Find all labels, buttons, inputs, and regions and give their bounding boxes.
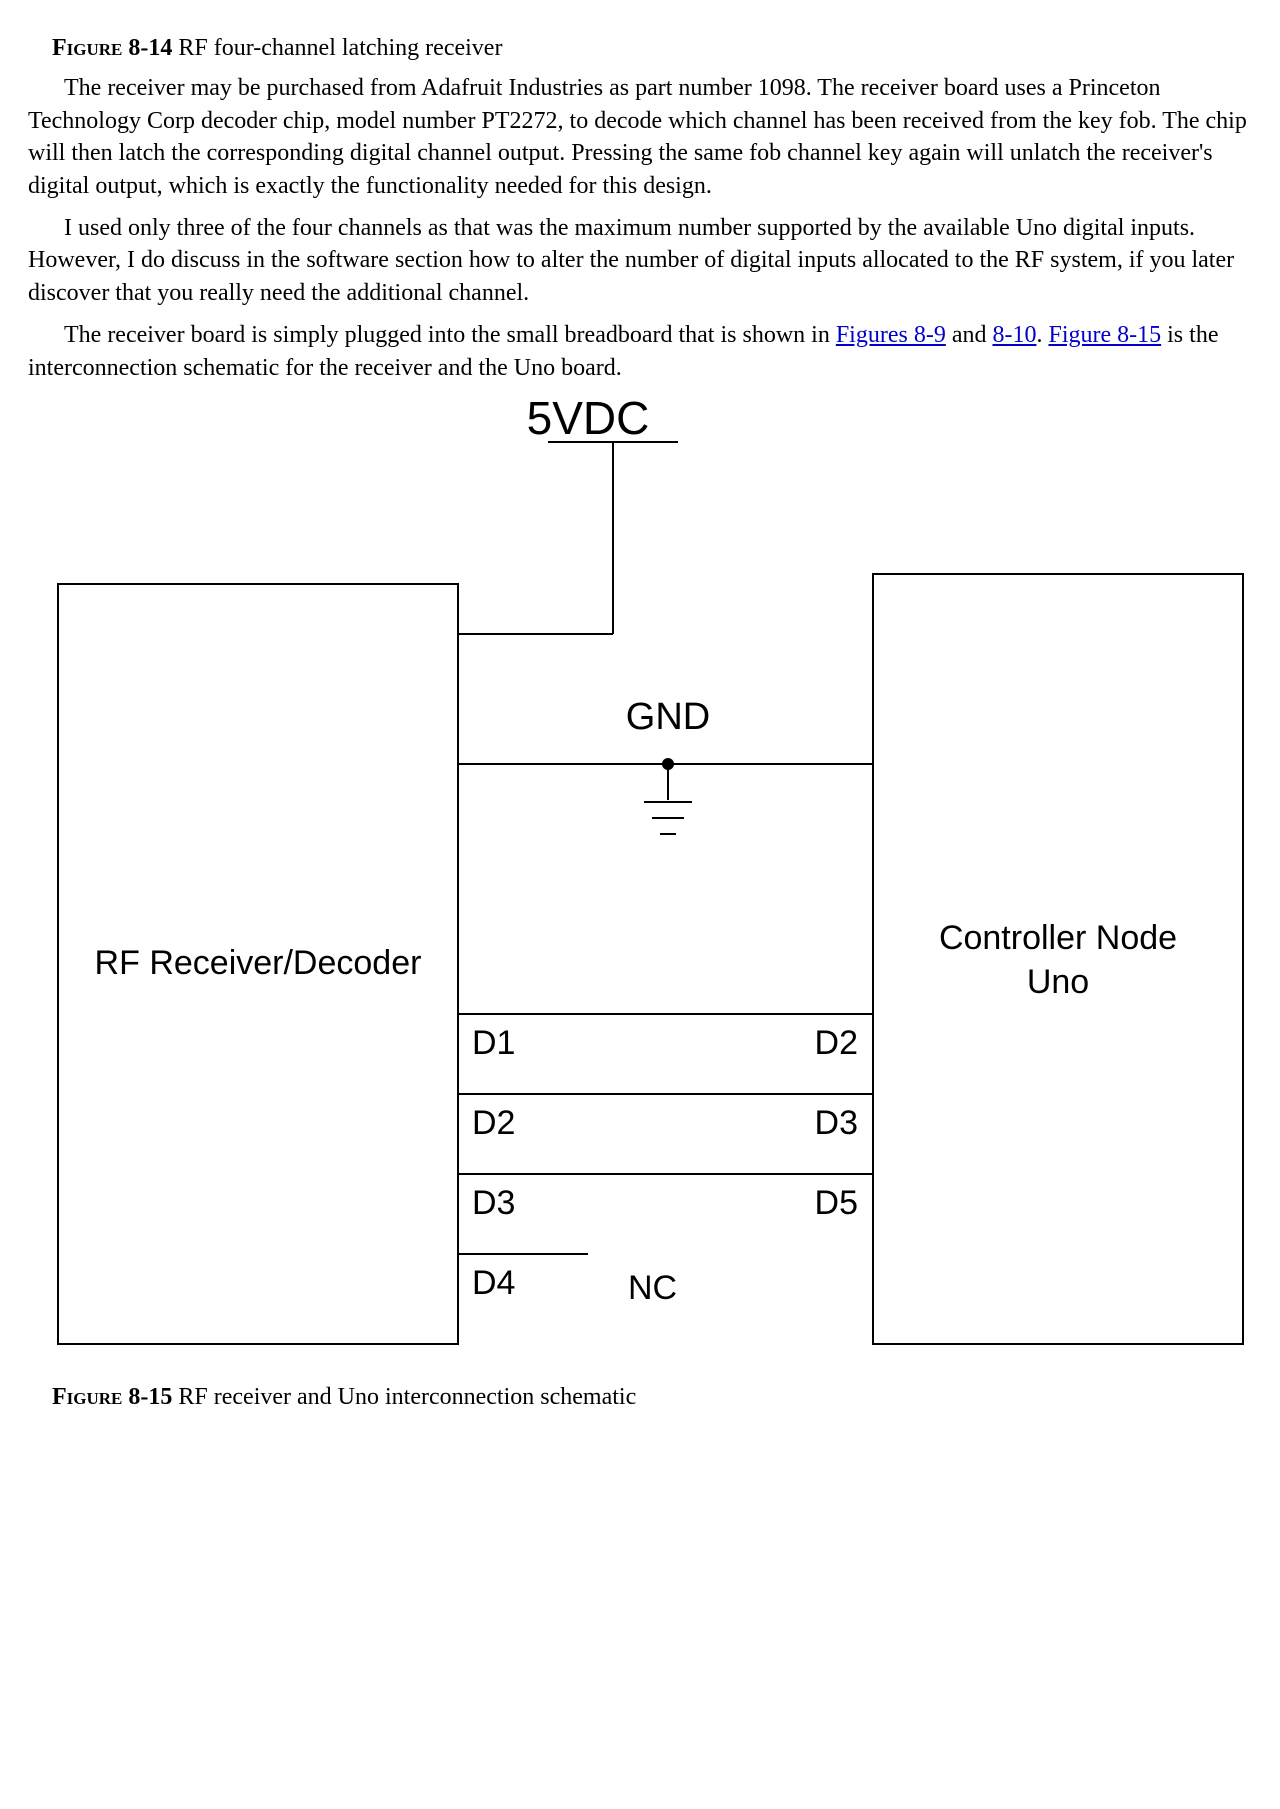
- svg-text:D2: D2: [472, 1104, 515, 1142]
- figure-8-15-title: RF receiver and Uno interconnection sche…: [178, 1384, 636, 1410]
- paragraph-2: I used only three of the four channels a…: [28, 212, 1252, 309]
- figure-8-14-caption: Figure 8-14 RF four-channel latching rec…: [52, 32, 1252, 64]
- svg-text:Controller Node: Controller Node: [939, 919, 1177, 957]
- svg-text:D1: D1: [472, 1024, 515, 1062]
- svg-text:D3: D3: [815, 1104, 858, 1142]
- figure-8-15-label: Figure 8-15: [52, 1384, 172, 1410]
- svg-text:D2: D2: [815, 1024, 858, 1062]
- figure-8-15-caption: Figure 8-15 RF receiver and Uno intercon…: [52, 1381, 1252, 1413]
- figure-8-14-title: RF four-channel latching receiver: [178, 35, 502, 61]
- svg-text:5VDC: 5VDC: [527, 394, 650, 444]
- svg-text:D3: D3: [472, 1184, 515, 1222]
- paragraph-3: The receiver board is simply plugged int…: [28, 319, 1252, 384]
- svg-text:RF Receiver/Decoder: RF Receiver/Decoder: [95, 944, 422, 982]
- svg-text:NC: NC: [628, 1269, 677, 1307]
- figure-8-14-label: Figure 8-14: [52, 35, 172, 61]
- para3-mid1: and: [946, 322, 993, 348]
- link-8-10[interactable]: 8-10: [992, 322, 1036, 348]
- link-figures-8-9[interactable]: Figures 8-9: [836, 322, 946, 348]
- para3-mid2: .: [1036, 322, 1048, 348]
- figure-8-15-diagram: RF Receiver/Decoder Controller Node Uno 5VD…: [28, 394, 1252, 1373]
- svg-text:D4: D4: [472, 1264, 515, 1302]
- link-figure-8-15[interactable]: Figure 8-15: [1048, 322, 1161, 348]
- svg-text:GND: GND: [626, 696, 710, 738]
- svg-text:Uno: Uno: [1027, 963, 1089, 1001]
- paragraph-1: The receiver may be purchased from Adafr…: [28, 72, 1252, 202]
- svg-text:D5: D5: [815, 1184, 858, 1222]
- para3-lead: The receiver board is simply plugged int…: [64, 322, 836, 348]
